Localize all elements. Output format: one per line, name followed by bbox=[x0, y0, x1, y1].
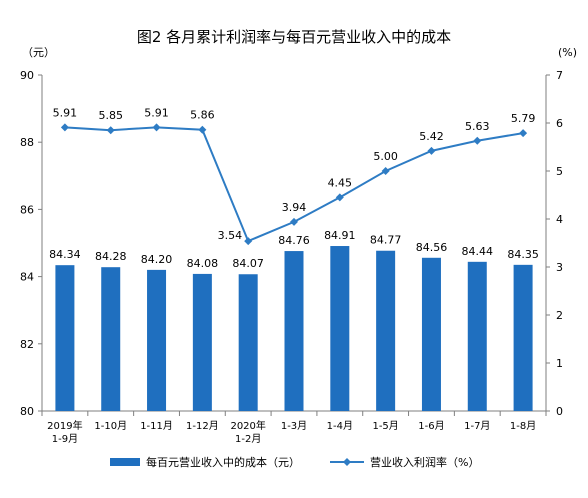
bar-data-label: 84.77 bbox=[370, 234, 402, 247]
bar-data-label: 84.28 bbox=[95, 250, 127, 263]
x-axis-tick-label: 1-10月 bbox=[94, 420, 127, 432]
line-data-label: 5.00 bbox=[373, 150, 398, 163]
right-axis-tick-label: 5 bbox=[556, 165, 563, 178]
left-axis-tick-label: 88 bbox=[20, 136, 34, 149]
line-data-label: 5.91 bbox=[53, 106, 78, 119]
left-axis-tick-label: 80 bbox=[20, 405, 34, 418]
plot-area: 80 82 84 86 88 90 0 1 2 3 4 5 6 7 2019年 1-9月 1-10月 1-11月 1… bbox=[20, 69, 563, 445]
right-axis-tick-label: 0 bbox=[556, 405, 563, 418]
right-axis-tick-label: 7 bbox=[556, 69, 563, 82]
line-point bbox=[519, 129, 528, 138]
bar-data-label: 84.44 bbox=[462, 245, 494, 258]
x-axis-tick-label: 1-6月 bbox=[418, 420, 444, 432]
bar-data-label: 84.34 bbox=[49, 248, 81, 261]
line-data-label: 5.42 bbox=[419, 130, 444, 143]
bar-data-label: 84.91 bbox=[324, 229, 356, 242]
x-axis-tick-label: 1-3月 bbox=[281, 420, 307, 432]
bar bbox=[147, 269, 167, 411]
bar bbox=[421, 257, 441, 411]
line-point bbox=[106, 126, 115, 135]
right-axis-unit: (%) bbox=[558, 46, 577, 59]
bar-data-label: 84.56 bbox=[416, 241, 448, 254]
bar-data-label: 84.35 bbox=[507, 248, 539, 261]
legend-swatch-marker bbox=[343, 458, 351, 466]
x-axis-tick-label: 1-8月 bbox=[510, 420, 536, 432]
bar bbox=[330, 246, 350, 411]
line-data-label: 5.79 bbox=[511, 112, 536, 125]
bar-data-label: 84.20 bbox=[141, 253, 173, 266]
line-point bbox=[381, 167, 390, 175]
bar bbox=[467, 261, 487, 411]
line-data-label: 5.63 bbox=[465, 120, 490, 133]
bar-data-label: 84.07 bbox=[232, 257, 264, 270]
right-axis-tick-label: 1 bbox=[556, 357, 563, 370]
line-point bbox=[335, 193, 344, 202]
legend-label-bar: 每百元营业收入中的成本（元） bbox=[146, 455, 300, 469]
right-axis-tick-label: 4 bbox=[556, 213, 563, 226]
left-axis-tick-label: 90 bbox=[20, 69, 34, 82]
bar-data-label: 84.08 bbox=[187, 257, 219, 270]
legend-swatch-bar bbox=[110, 458, 140, 466]
x-axis-tick-label: 1-4月 bbox=[327, 420, 353, 432]
right-axis-tick-label: 6 bbox=[556, 117, 563, 130]
chart-title: 图2 各月累计利润率与每百元营业收入中的成本 bbox=[137, 28, 451, 46]
bar bbox=[238, 274, 258, 411]
bar bbox=[192, 273, 212, 411]
line-point bbox=[244, 237, 253, 246]
right-axis-tick-label: 2 bbox=[556, 309, 563, 322]
line-point bbox=[60, 123, 69, 132]
line-data-label: 3.94 bbox=[282, 201, 307, 214]
x-axis-tick-label: 1-5月 bbox=[372, 420, 398, 432]
bar bbox=[55, 265, 75, 411]
bar bbox=[513, 264, 533, 411]
left-axis-unit: （元） bbox=[22, 46, 55, 59]
line-point bbox=[427, 146, 436, 155]
legend: 每百元营业收入中的成本（元） 营业收入利润率（%） bbox=[110, 455, 479, 469]
bar bbox=[101, 267, 121, 411]
left-axis-tick-label: 86 bbox=[20, 203, 34, 216]
line-data-label: 5.85 bbox=[98, 109, 123, 122]
right-axis-tick-label: 3 bbox=[556, 261, 563, 274]
x-axis-tick-label: 1-7月 bbox=[464, 420, 490, 432]
left-axis-tick-label: 82 bbox=[20, 338, 34, 351]
x-axis-tick-label: 2019年 1-9月 bbox=[47, 419, 82, 445]
line-data-label: 4.45 bbox=[328, 176, 353, 189]
legend-label-line: 营业收入利润率（%） bbox=[370, 455, 479, 469]
x-axis-tick-label: 1-12月 bbox=[186, 420, 219, 432]
line-data-label: 5.91 bbox=[144, 106, 169, 119]
line-point bbox=[152, 123, 161, 132]
x-axis-tick-label: 2020年 1-2月 bbox=[230, 419, 265, 445]
line-point bbox=[290, 217, 298, 226]
left-axis-tick-label: 84 bbox=[20, 271, 34, 284]
bar bbox=[284, 251, 304, 411]
bar bbox=[376, 250, 396, 411]
line-point bbox=[473, 136, 482, 145]
line-data-label: 3.54 bbox=[218, 229, 243, 242]
line-point bbox=[198, 125, 207, 134]
x-axis-tick-label: 1-11月 bbox=[140, 420, 173, 432]
line-data-label: 5.86 bbox=[190, 109, 215, 122]
bar-data-label: 84.76 bbox=[278, 234, 310, 247]
